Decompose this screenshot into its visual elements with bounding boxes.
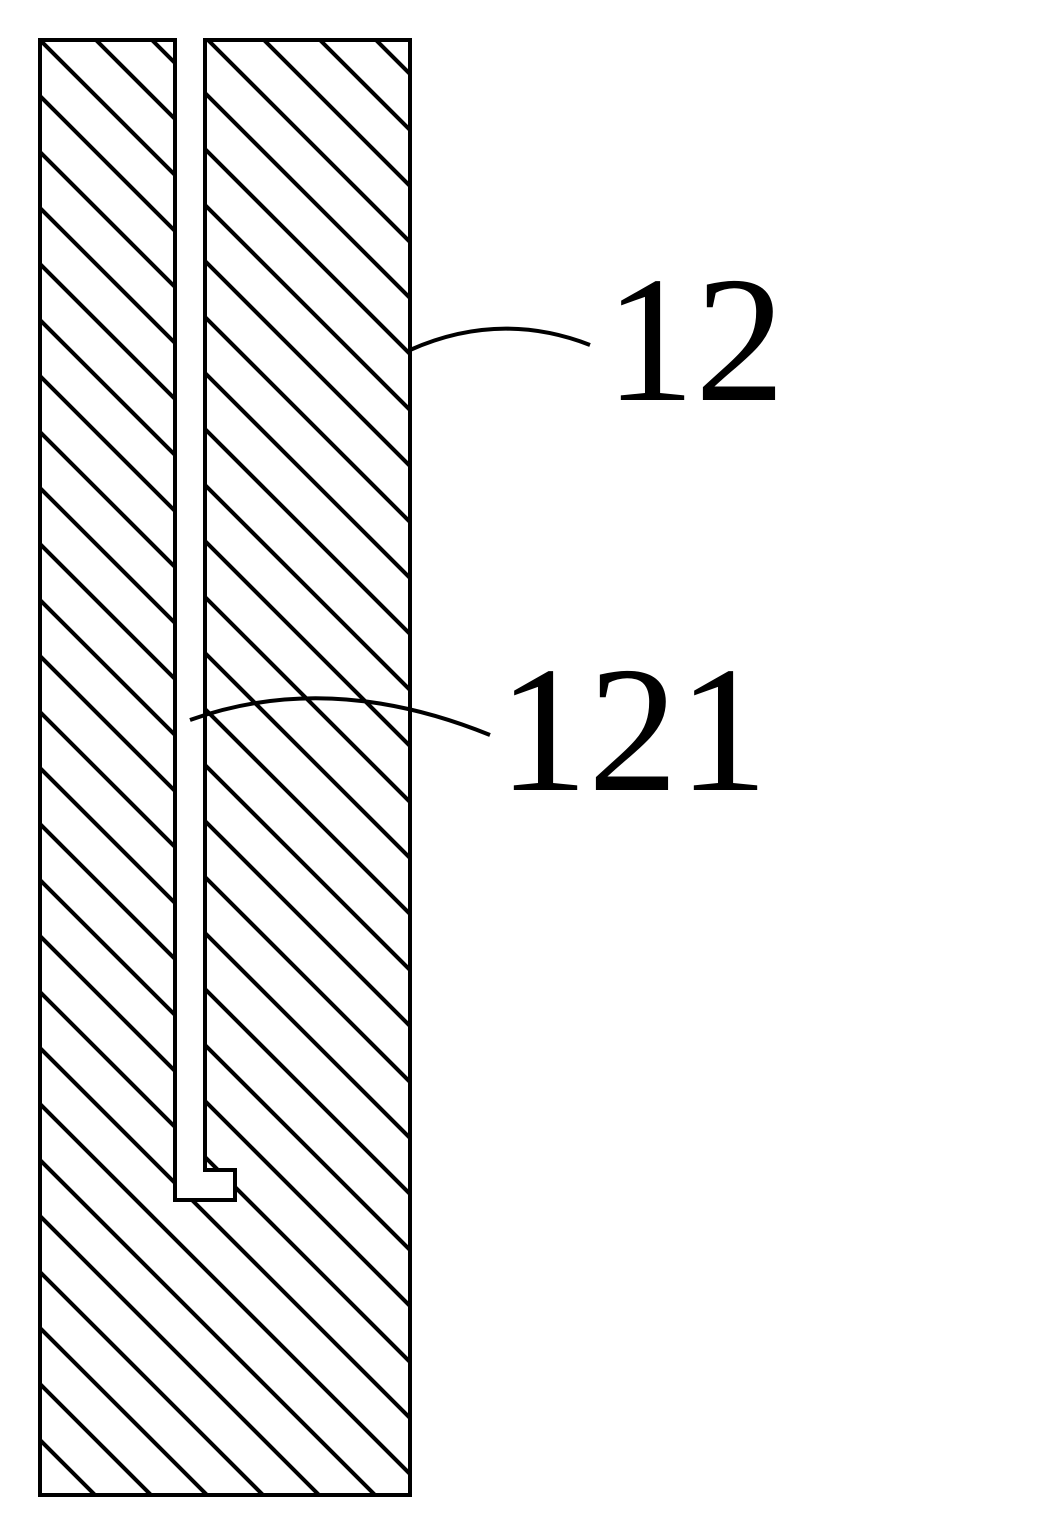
- hatch-fill: [30, 0, 420, 1523]
- diagram-root: 12 121: [0, 0, 1051, 1523]
- leader-12: [410, 329, 590, 350]
- label-12: 12: [605, 240, 785, 439]
- reference-labels: 12 121: [498, 240, 785, 829]
- label-121: 121: [498, 630, 768, 829]
